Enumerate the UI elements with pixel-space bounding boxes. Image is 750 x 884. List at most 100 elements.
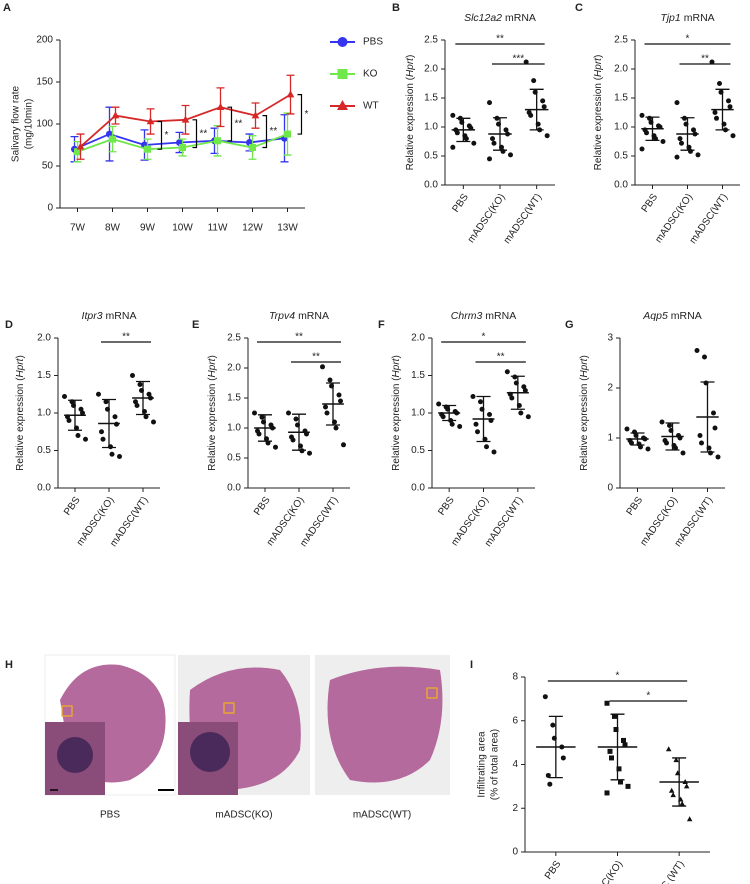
point xyxy=(709,59,715,65)
legend-label: WT xyxy=(363,101,379,112)
y-axis-label: Relative expression (Hprt) xyxy=(405,55,416,171)
point xyxy=(273,444,278,450)
sd-bar xyxy=(476,395,491,443)
point xyxy=(667,423,672,428)
point xyxy=(673,445,678,451)
point xyxy=(470,394,476,399)
x-tick-label: mADSC(KO) xyxy=(583,859,625,884)
point xyxy=(252,410,257,416)
y-tick-label: 2.0 xyxy=(424,64,438,75)
point xyxy=(341,442,346,448)
y-tick-label: 1.5 xyxy=(37,370,51,381)
y-tick-label: 0 xyxy=(512,847,518,858)
chart-title-gene: Itpr3 xyxy=(82,310,103,322)
significance-label: ** xyxy=(701,54,709,65)
significance-label: ** xyxy=(270,126,278,137)
point xyxy=(702,354,707,360)
panel-label: G xyxy=(565,319,574,331)
point xyxy=(639,146,645,152)
x-tick-label: PBS xyxy=(252,495,273,518)
point xyxy=(440,414,446,420)
point xyxy=(80,410,85,416)
point xyxy=(307,450,312,456)
point xyxy=(613,727,619,732)
sd-bar xyxy=(326,382,340,426)
significance-label: ** xyxy=(312,352,320,363)
point xyxy=(130,373,135,378)
point xyxy=(708,450,713,456)
y-tick-label: 0 xyxy=(47,203,53,214)
point xyxy=(686,816,693,822)
point xyxy=(320,364,325,370)
sd-bar xyxy=(442,404,457,422)
point xyxy=(618,779,623,785)
point xyxy=(103,399,109,405)
image-caption: PBS xyxy=(100,810,120,821)
y-axis-label: (mg/10min) xyxy=(24,99,35,150)
point xyxy=(670,792,676,798)
point xyxy=(699,440,704,446)
chart-title-gene: Slc12a2 xyxy=(464,12,502,24)
point xyxy=(487,156,492,162)
point xyxy=(540,98,546,104)
histology-image xyxy=(178,655,310,795)
y-tick-label: 1.5 xyxy=(424,93,438,104)
point xyxy=(436,401,442,407)
point xyxy=(673,757,679,763)
sd-bar xyxy=(680,117,695,151)
point xyxy=(490,136,495,142)
y-tick-label: 0.0 xyxy=(614,180,628,191)
point xyxy=(544,133,550,139)
point xyxy=(680,450,686,456)
x-tick-label: mADSC (WT) xyxy=(643,859,687,884)
y-axis-label: (% of total area) xyxy=(490,729,501,800)
point xyxy=(504,369,510,375)
y-axis-label-part: Hprt xyxy=(391,357,402,377)
sd-bar xyxy=(456,117,471,143)
chart-title-text: mRNA xyxy=(298,310,329,322)
chart-title-gene: Tjp1 xyxy=(660,12,680,24)
point xyxy=(616,766,622,772)
legend-label: PBS xyxy=(363,37,383,48)
sd-bar xyxy=(610,713,625,781)
panel-label: H xyxy=(5,659,13,671)
point xyxy=(78,406,84,412)
y-tick-label: 50 xyxy=(42,161,54,172)
y-axis-label-part: Relative expression ( xyxy=(391,377,402,471)
y-axis-label-part: ) xyxy=(405,55,416,58)
x-tick-label: 9W xyxy=(140,223,156,234)
panel-label: A xyxy=(3,2,11,14)
significance-label: * xyxy=(482,332,486,343)
y-tick-label: 3 xyxy=(607,333,613,344)
y-tick-label: 0.5 xyxy=(411,445,425,456)
panel-label: F xyxy=(378,319,385,331)
chart-title-text: mRNA xyxy=(671,310,702,322)
point xyxy=(484,444,489,450)
y-tick-label: 0.0 xyxy=(424,180,438,191)
point xyxy=(730,133,736,139)
y-tick-label: 1.0 xyxy=(424,122,438,133)
sd-bar xyxy=(700,381,715,453)
significance-bracket xyxy=(262,115,268,149)
point xyxy=(609,755,614,761)
y-tick-label: 6 xyxy=(512,715,518,726)
y-tick-label: 8 xyxy=(512,672,518,683)
x-tick-label: 12W xyxy=(242,223,263,234)
point xyxy=(83,436,88,442)
y-tick-label: 2.0 xyxy=(411,333,425,344)
point xyxy=(547,781,553,787)
point xyxy=(216,103,225,110)
y-axis-label-part: Hprt xyxy=(405,57,416,77)
point xyxy=(629,440,634,446)
sd-bar xyxy=(672,757,687,807)
y-axis-label: Relative expression (Hprt) xyxy=(15,355,26,471)
point xyxy=(694,348,700,353)
sd-bar xyxy=(665,422,680,451)
sd-bar xyxy=(292,413,306,451)
point xyxy=(726,98,731,104)
y-tick-label: 0.5 xyxy=(614,151,628,162)
panel-label: I xyxy=(470,659,473,671)
point xyxy=(75,433,81,438)
point xyxy=(137,382,143,387)
